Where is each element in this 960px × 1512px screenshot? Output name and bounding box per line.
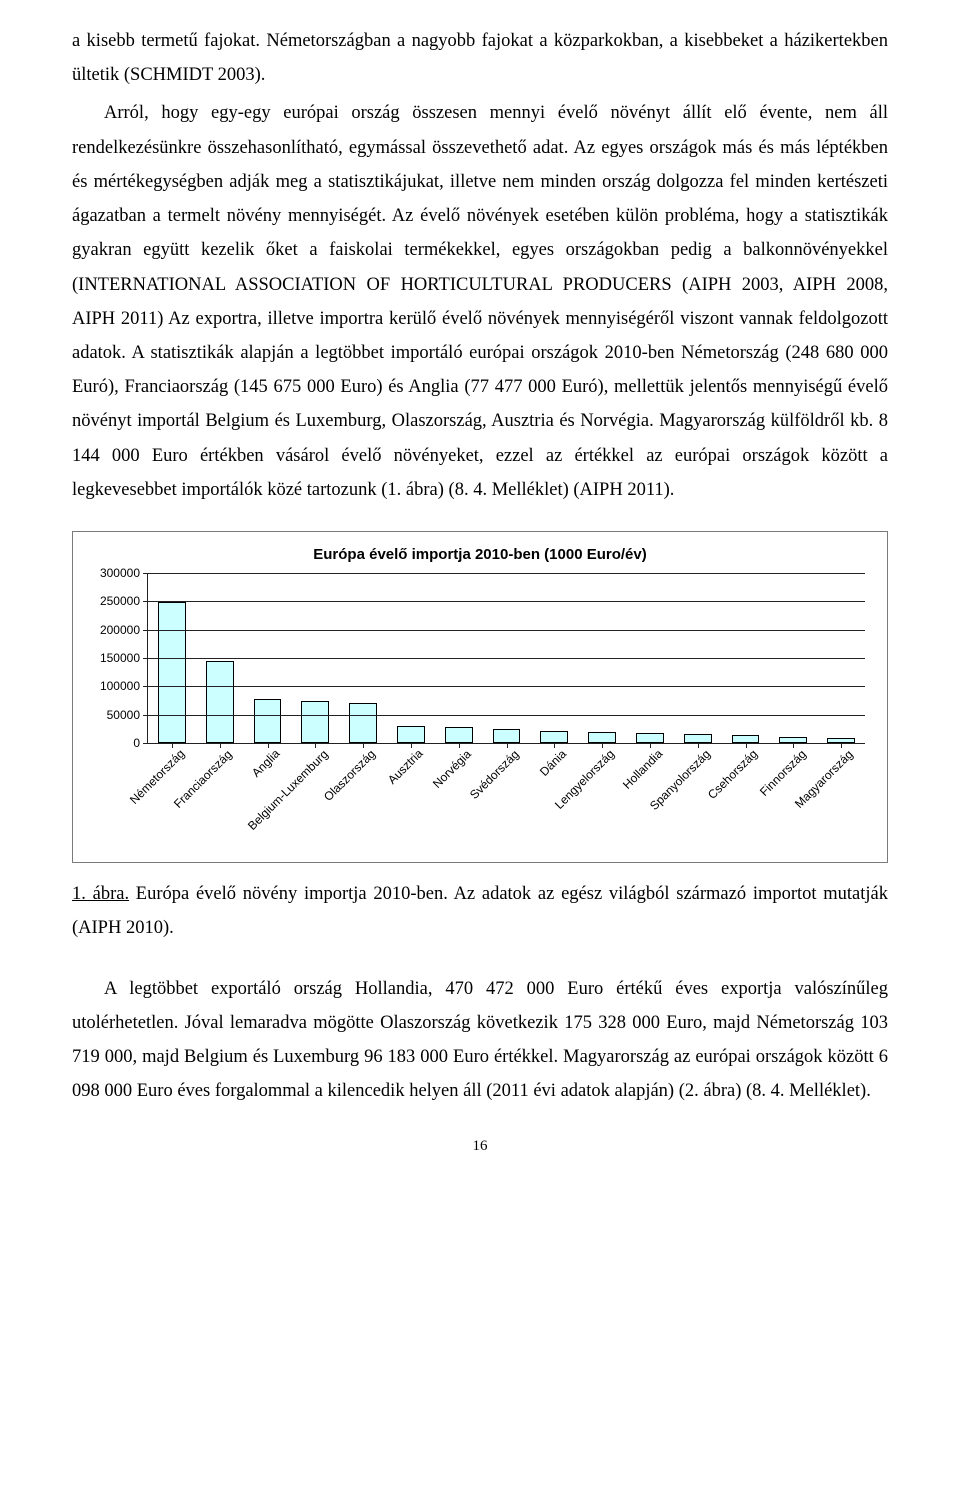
chart-gridline	[148, 658, 865, 659]
chart-bar	[301, 701, 329, 743]
chart-bar	[636, 733, 664, 743]
page-number: 16	[72, 1138, 888, 1155]
chart-bar	[588, 732, 616, 743]
chart-xlabel: Csehország	[705, 747, 760, 802]
chart-gridline	[148, 630, 865, 631]
chart-ytick-label: 100000	[86, 679, 140, 693]
chart-bar	[349, 703, 377, 743]
paragraph-3: A legtöbbet exportáló ország Hollandia, …	[72, 972, 888, 1109]
figure-caption-text: Európa évelő növény importja 2010-ben. A…	[72, 884, 888, 938]
chart-ytick-label: 300000	[86, 566, 140, 580]
chart-gridline	[148, 601, 865, 602]
chart-xlabel: Anglia	[249, 747, 282, 780]
chart-bar	[158, 602, 186, 743]
chart-xlabel: Dánia	[537, 747, 569, 779]
chart-plot-area: 050000100000150000200000250000300000	[147, 573, 865, 744]
chart-bar	[684, 734, 712, 743]
chart-ytick-mark	[143, 630, 148, 631]
chart-xlabel: Norvégia	[430, 747, 474, 791]
chart-ytick-mark	[143, 658, 148, 659]
chart-ytick-mark	[143, 715, 148, 716]
chart-xlabel: Svédország	[467, 747, 522, 802]
chart-ytick-label: 0	[86, 736, 140, 750]
paragraph-2: Arról, hogy egy-egy európai ország össze…	[72, 96, 888, 507]
chart-frame: Európa évelő importja 2010-ben (1000 Eur…	[72, 531, 888, 863]
chart-ytick-label: 200000	[86, 623, 140, 637]
chart-ytick-mark	[143, 686, 148, 687]
chart-ytick-mark	[143, 601, 148, 602]
chart-gridline	[148, 573, 865, 574]
chart-bar	[254, 699, 282, 743]
chart-gridline	[148, 715, 865, 716]
chart-bar	[206, 661, 234, 744]
chart-x-labels: NémetországFranciaországAngliaBelgium-Lu…	[147, 744, 865, 854]
chart-ytick-label: 50000	[86, 708, 140, 722]
paragraph-1: a kisebb termetű fajokat. Németországban…	[72, 24, 888, 92]
chart-bar	[540, 731, 568, 743]
chart-bar	[397, 726, 425, 743]
chart-bar	[445, 727, 473, 743]
figure-caption: 1. ábra. Európa évelő növény importja 20…	[72, 877, 888, 945]
chart-title: Európa évelő importja 2010-ben (1000 Eur…	[85, 546, 875, 563]
document-page: a kisebb termetű fajokat. Németországban…	[0, 0, 960, 1195]
chart-xlabel: Hollandia	[620, 747, 665, 792]
chart-ytick-label: 250000	[86, 594, 140, 608]
chart-gridline	[148, 686, 865, 687]
chart-xlabel: Ausztria	[385, 747, 426, 788]
chart-ytick-label: 150000	[86, 651, 140, 665]
figure-caption-label: 1. ábra.	[72, 884, 129, 904]
chart-bar	[493, 729, 521, 743]
chart-bar	[732, 735, 760, 743]
